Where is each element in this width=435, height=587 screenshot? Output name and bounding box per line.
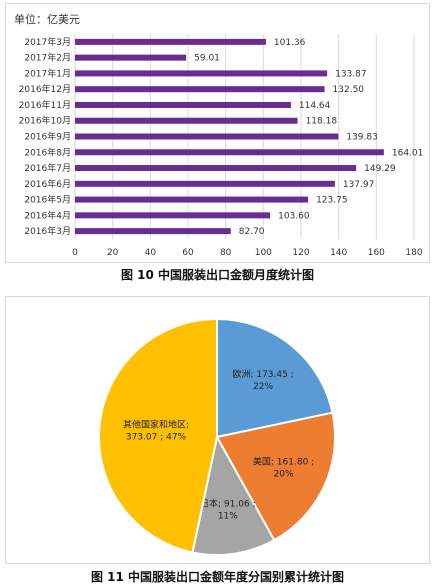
bar — [75, 212, 271, 219]
bar — [75, 70, 328, 77]
bar — [75, 86, 325, 93]
y-category-label: 2017年3月 — [24, 36, 71, 48]
y-category-label: 2016年4月 — [24, 209, 71, 221]
y-category-label: 2016年6月 — [24, 178, 71, 190]
y-category-label: 2016年9月 — [24, 131, 71, 143]
bar-chart-panel: 单位：亿美元 0 20 40 60 80 100 120 140 160 180 2017年3月 101… — [5, 3, 430, 263]
x-tick-label: 180 — [405, 248, 422, 258]
pie-slice-label: 日本; 91.06 ; 11% — [200, 497, 256, 521]
x-tick-label: 60 — [182, 248, 194, 258]
y-category-label: 2017年1月 — [24, 67, 71, 79]
bar — [75, 165, 357, 172]
bar — [75, 38, 266, 45]
bar-value-label: 164.01 — [392, 148, 424, 158]
x-tick-label: 160 — [368, 248, 385, 258]
bar — [75, 149, 384, 156]
pie-slice — [191, 434, 276, 556]
bar-value-label: 101.36 — [274, 38, 306, 48]
pie-slice-label: 美国; 161.80 ; 20% — [253, 455, 314, 479]
x-tick-label: 100 — [255, 248, 272, 258]
pie-chart: 欧洲; 173.45 ; 22% 美国; 161.80 ; 20% 日本; 91.06 … — [98, 317, 336, 556]
y-category-label: 2016年11月 — [19, 99, 71, 111]
bar-value-label: 123.75 — [316, 196, 348, 206]
bar-chart-caption: 图 10 中国服装出口金额月度统计图 — [120, 268, 315, 282]
bar-value-label: 103.60 — [278, 211, 310, 221]
bar — [75, 180, 335, 187]
unit-label: 单位：亿美元 — [14, 12, 80, 26]
pie-slice-label: 其他国家和地区; 373.07 ; 47% — [123, 419, 189, 443]
pie-slice-label: 欧洲; 173.45 ; 22% — [232, 368, 293, 392]
bar-value-label: 59.01 — [194, 54, 220, 64]
bar-value-label: 118.18 — [306, 117, 338, 127]
bar — [75, 228, 231, 235]
y-category-label: 2016年10月 — [19, 115, 71, 127]
bar-value-label: 114.64 — [299, 101, 331, 111]
bar-value-label: 133.87 — [335, 69, 367, 79]
bar — [75, 54, 187, 61]
bar-value-label: 139.83 — [346, 133, 378, 143]
x-tick-label: 40 — [145, 248, 157, 258]
y-category-label: 2016年5月 — [24, 194, 71, 206]
pie-slice — [98, 317, 218, 554]
pie-chart-panel: 欧洲; 173.45 ; 22% 美国; 161.80 ; 20% 日本; 91.06 … — [5, 296, 430, 564]
bar-value-label: 137.97 — [343, 180, 375, 190]
pie-slice — [216, 317, 334, 439]
x-tick-label: 20 — [107, 248, 119, 258]
y-category-label: 2016年8月 — [24, 146, 71, 158]
bar — [75, 133, 339, 140]
bar — [75, 196, 309, 203]
bar-chart: 单位：亿美元 0 20 40 60 80 100 120 140 160 180 2017年3月 101… — [14, 12, 424, 258]
x-tick-label: 120 — [292, 248, 309, 258]
y-category-label: 2017年2月 — [24, 52, 71, 64]
y-category-label: 2016年12月 — [19, 83, 71, 95]
bar-value-label: 132.50 — [333, 85, 365, 95]
y-category-label: 2016年3月 — [24, 225, 71, 237]
x-tick-label: 0 — [72, 248, 78, 258]
pie-chart-caption: 图 11 中国服装出口金额年度分国别累计统计图 — [90, 570, 345, 584]
bar — [75, 101, 291, 108]
bar — [75, 117, 298, 124]
pie-slice — [215, 411, 336, 542]
y-category-label: 2016年7月 — [24, 162, 71, 174]
x-tick-label: 140 — [330, 248, 347, 258]
bar-value-label: 149.29 — [364, 164, 396, 174]
bar-value-label: 82.70 — [239, 227, 265, 237]
x-tick-label: 80 — [220, 248, 232, 258]
